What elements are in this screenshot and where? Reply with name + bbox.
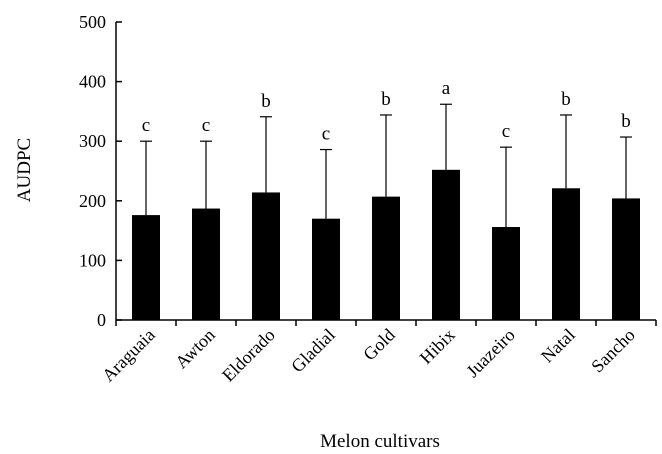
- significance-letter: b: [561, 89, 571, 110]
- bars: [132, 103, 640, 320]
- bar: [552, 188, 580, 320]
- x-tick-label: Natal: [537, 325, 579, 367]
- bar: [192, 208, 220, 320]
- bar: [492, 227, 520, 320]
- significance-letter: b: [621, 111, 631, 132]
- x-tick-label: Araguaia: [98, 325, 159, 386]
- bar: [312, 218, 340, 320]
- y-tick-label: 300: [79, 131, 106, 151]
- bar: [252, 192, 280, 320]
- bar: [372, 196, 400, 320]
- x-tick-label: Awton: [171, 325, 219, 373]
- y-axis-title: AUDPC: [14, 138, 35, 202]
- significance-letter: a: [442, 78, 451, 99]
- significance-letter: c: [502, 121, 510, 142]
- y-tick-label: 500: [79, 12, 106, 32]
- y-tick-label: 0: [97, 310, 106, 330]
- significance-letter: b: [381, 89, 391, 110]
- x-tick-label: Gold: [359, 325, 399, 365]
- bar: [132, 215, 160, 320]
- x-tick-label: Hibix: [416, 325, 459, 368]
- bar: [612, 198, 640, 320]
- x-tick-label: Eldorado: [218, 325, 279, 386]
- significance-letter: c: [142, 115, 150, 136]
- significance-letter: c: [202, 115, 210, 136]
- y-tick-label: 100: [79, 250, 106, 270]
- y-tick-label: 200: [79, 191, 106, 211]
- x-tick-label: Juazeiro: [462, 325, 519, 382]
- y-tick-label: 400: [79, 72, 106, 92]
- significance-letter: b: [261, 91, 271, 112]
- significance-letter: c: [322, 124, 330, 145]
- bar: [432, 169, 460, 320]
- x-axis-title: Melon cultivars: [320, 431, 440, 452]
- x-tick-label: Gladial: [287, 325, 339, 377]
- x-tick-label: Sancho: [587, 325, 639, 377]
